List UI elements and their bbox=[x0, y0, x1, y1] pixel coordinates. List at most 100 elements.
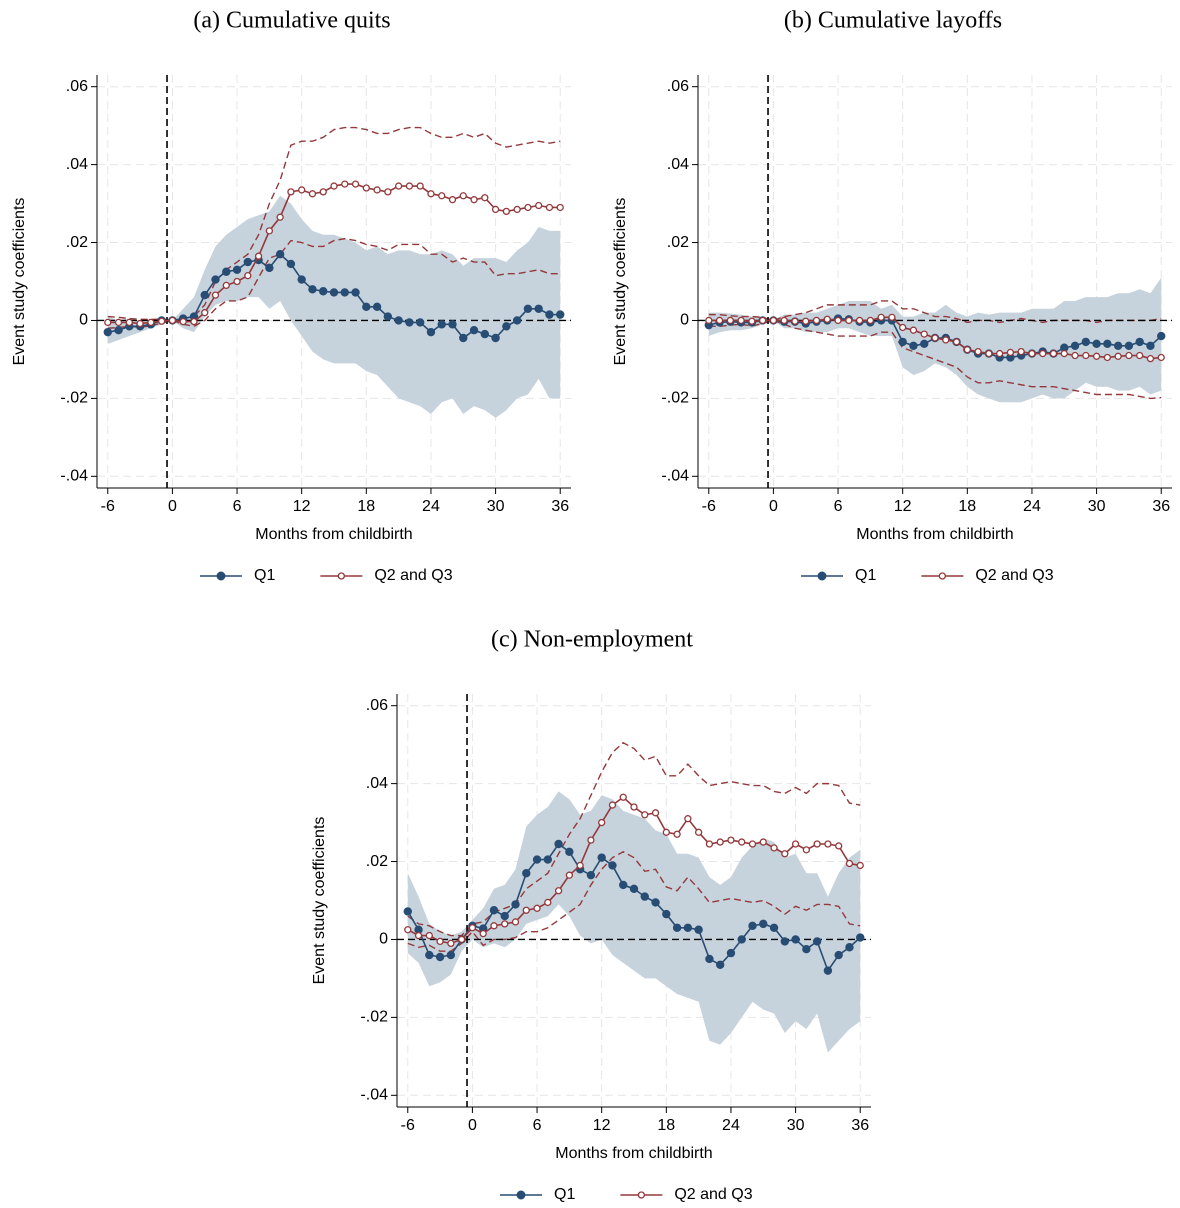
x-axis-label: Months from childbirth bbox=[255, 526, 412, 543]
data-point bbox=[265, 263, 274, 273]
data-point bbox=[899, 323, 907, 332]
data-point bbox=[694, 925, 703, 934]
data-point bbox=[629, 884, 639, 894]
data-point bbox=[287, 188, 295, 196]
data-point bbox=[824, 840, 832, 848]
data-point bbox=[845, 859, 854, 868]
data-point bbox=[780, 316, 788, 325]
x-tick-label: 0 bbox=[769, 498, 778, 515]
y-tick-label: .06 bbox=[366, 697, 388, 714]
data-point bbox=[694, 828, 703, 836]
data-point bbox=[502, 207, 511, 216]
data-point bbox=[909, 326, 918, 334]
data-point bbox=[179, 317, 187, 326]
data-point bbox=[501, 920, 509, 928]
data-point bbox=[114, 326, 123, 335]
data-point bbox=[738, 838, 746, 846]
legend-label: Q1 bbox=[554, 1186, 575, 1203]
data-point bbox=[468, 924, 477, 932]
data-point bbox=[535, 201, 543, 210]
data-point bbox=[104, 318, 112, 327]
data-point bbox=[544, 898, 552, 907]
data-point bbox=[414, 931, 423, 940]
data-point bbox=[737, 935, 746, 944]
x-tick-label: 18 bbox=[357, 498, 375, 515]
data-point bbox=[222, 267, 231, 276]
data-point bbox=[416, 182, 424, 190]
data-point bbox=[448, 196, 457, 204]
data-point bbox=[457, 935, 466, 944]
data-point bbox=[684, 815, 692, 823]
data-point bbox=[931, 334, 939, 342]
data-point bbox=[319, 287, 328, 296]
data-point bbox=[812, 316, 821, 325]
data-point bbox=[447, 939, 455, 948]
data-point bbox=[308, 190, 317, 198]
data-point bbox=[1157, 331, 1166, 341]
data-point bbox=[297, 275, 306, 284]
data-point bbox=[952, 338, 961, 346]
data-point bbox=[243, 257, 253, 267]
data-point bbox=[898, 337, 907, 347]
data-point bbox=[438, 192, 446, 200]
legend-label: Q2 and Q3 bbox=[674, 1186, 752, 1203]
data-point bbox=[125, 318, 133, 327]
data-point bbox=[672, 923, 682, 932]
data-point bbox=[511, 900, 520, 909]
data-point bbox=[705, 316, 713, 325]
x-tick-label: 30 bbox=[487, 498, 505, 515]
data-point bbox=[640, 892, 649, 901]
data-point bbox=[298, 186, 306, 194]
data-point bbox=[1157, 353, 1165, 362]
data-point bbox=[835, 842, 843, 850]
y-axis-label: Event study coefficients bbox=[11, 198, 28, 366]
y-tick-label: .04 bbox=[667, 156, 689, 173]
data-point bbox=[651, 898, 660, 907]
legend-marker bbox=[938, 572, 946, 580]
ci-band bbox=[107, 195, 561, 418]
data-point bbox=[136, 319, 144, 328]
data-point bbox=[404, 926, 412, 934]
data-point bbox=[383, 312, 393, 321]
data-point bbox=[244, 272, 252, 280]
data-point bbox=[480, 329, 490, 339]
data-point bbox=[576, 861, 584, 870]
data-point bbox=[802, 317, 810, 325]
data-point bbox=[319, 188, 327, 196]
data-point bbox=[608, 861, 617, 870]
data-point bbox=[512, 316, 522, 325]
y-tick-label: .06 bbox=[66, 78, 88, 95]
ci-line bbox=[407, 851, 861, 952]
data-point bbox=[470, 196, 478, 204]
x-tick-label: 0 bbox=[168, 498, 177, 515]
data-point bbox=[394, 316, 403, 325]
y-tick-label: 0 bbox=[680, 312, 689, 329]
y-tick-label: .02 bbox=[667, 234, 689, 251]
data-point bbox=[232, 265, 242, 275]
data-point bbox=[866, 316, 875, 325]
data-point bbox=[791, 317, 799, 325]
data-point bbox=[823, 315, 831, 323]
data-point bbox=[812, 937, 822, 946]
data-point bbox=[533, 904, 541, 912]
data-point bbox=[1125, 351, 1133, 360]
data-point bbox=[1071, 351, 1079, 360]
data-point bbox=[373, 186, 381, 194]
data-point bbox=[888, 313, 896, 321]
legend-label: Q1 bbox=[254, 567, 275, 584]
data-point bbox=[974, 347, 982, 356]
data-point bbox=[211, 275, 220, 284]
data-point bbox=[103, 327, 112, 337]
legend-label: Q2 and Q3 bbox=[374, 567, 452, 584]
data-point bbox=[543, 855, 553, 864]
data-point bbox=[813, 840, 821, 848]
x-tick-label: 12 bbox=[593, 1117, 611, 1134]
data-point bbox=[651, 809, 660, 817]
data-point bbox=[1135, 337, 1144, 347]
y-tick-label: 0 bbox=[79, 312, 88, 329]
x-tick-label: 18 bbox=[958, 498, 976, 515]
data-point bbox=[502, 322, 511, 331]
x-tick-label: 30 bbox=[787, 1117, 805, 1134]
y-tick-label: -.02 bbox=[661, 390, 689, 407]
